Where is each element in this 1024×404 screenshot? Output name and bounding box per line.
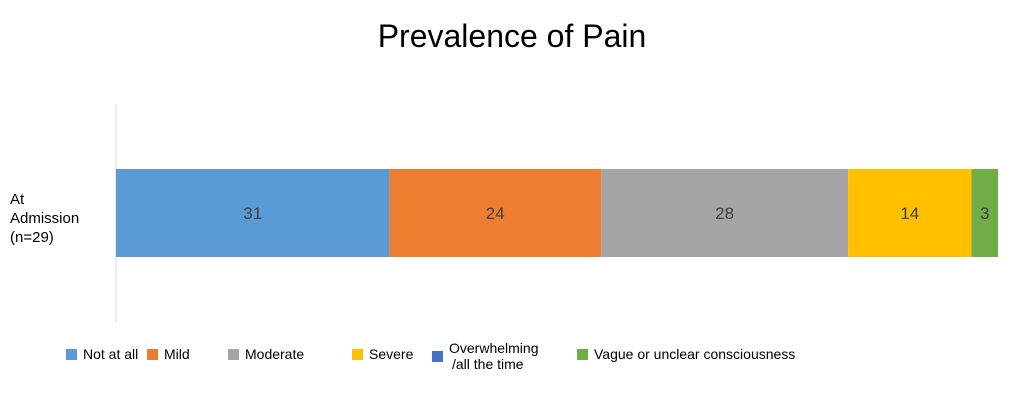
legend-item: Not at all — [66, 346, 138, 362]
legend: Not at all Mild Moderate Severe Overwhelming… — [0, 338, 1024, 378]
bar-segment — [389, 169, 602, 257]
category-label-line: At — [10, 191, 25, 208]
legend-label: Vague or unclear consciousness — [594, 346, 796, 362]
bar-segment — [971, 169, 998, 257]
legend-item: Overwhelming/all the time — [432, 340, 538, 372]
data-label: 31 — [243, 204, 262, 223]
legend-swatch — [432, 350, 443, 362]
legend-label-line: Overwhelming — [449, 340, 539, 356]
data-label: 24 — [486, 204, 505, 223]
legend-label: Moderate — [245, 346, 305, 362]
legend-item: Vague or unclear consciousness — [577, 346, 795, 362]
chart-title: Prevalence of Pain — [377, 18, 647, 54]
data-label: 3 — [980, 204, 989, 223]
legend-label: Severe — [369, 346, 414, 362]
legend-label: Overwhelming/all the time — [449, 340, 538, 372]
data-label: 14 — [900, 204, 919, 223]
bar-segment — [116, 169, 390, 257]
legend-swatch — [66, 348, 77, 360]
category-label-line: Admission — [10, 210, 80, 227]
legend-swatch — [352, 348, 363, 360]
legend-item: Severe — [352, 346, 413, 362]
legend-swatch — [228, 348, 239, 360]
legend-label: Mild — [164, 346, 190, 362]
bar-segment — [601, 169, 849, 257]
legend-swatch — [147, 348, 158, 360]
legend-swatch — [577, 348, 588, 360]
category-label: At Admission (n=29) — [10, 190, 110, 247]
data-label: 28 — [715, 204, 734, 223]
bar-segment — [848, 169, 972, 257]
legend-item: Mild — [147, 346, 190, 362]
legend-item: Moderate — [228, 346, 304, 362]
legend-label: Not at all — [83, 346, 139, 362]
category-label-line: (n=29) — [10, 229, 54, 246]
legend-label-line: /all the time — [452, 356, 524, 372]
